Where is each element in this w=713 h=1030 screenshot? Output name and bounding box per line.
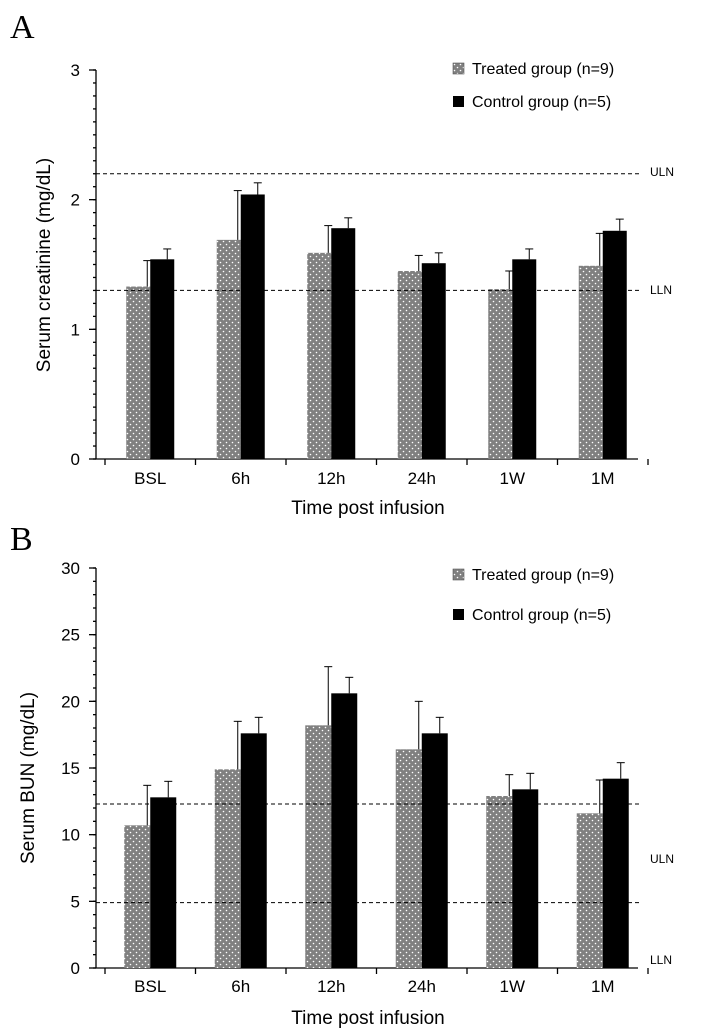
legend-swatch-treated (452, 568, 465, 581)
x-tick-label: 12h (317, 469, 345, 488)
bar-control (602, 778, 629, 968)
bar-treated (126, 286, 151, 459)
panel-letter-b: B (10, 521, 33, 558)
bar-treated (395, 749, 422, 968)
y-axis-title: Serum BUN (mg/dL) (18, 692, 39, 864)
x-tick-label: 6h (231, 469, 250, 488)
bar-control (150, 259, 175, 459)
legend-swatch-control (453, 96, 464, 107)
bar-control (240, 733, 267, 968)
x-tick-label: 6h (231, 977, 250, 996)
bar-treated (214, 769, 241, 968)
bar-treated (488, 289, 513, 459)
bar-control (240, 194, 265, 460)
y-tick-label: 1 (71, 320, 80, 339)
reference-label-lln: LLN (650, 283, 672, 297)
panel-letter-a: A (10, 9, 35, 46)
bar-control (421, 263, 446, 459)
y-tick-label: 2 (71, 191, 80, 210)
chart-panel-a: A 0 1 2 3 BSL 6h 12h 24h 1W 1M Serum creatinine (… (10, 9, 674, 519)
bar-control (331, 228, 356, 459)
legend-swatch-treated (452, 62, 465, 75)
x-tick-label: 1W (500, 977, 526, 996)
y-tick-label: 10 (61, 826, 80, 845)
x-tick-label: 1M (591, 469, 615, 488)
bar-treated (486, 796, 513, 968)
x-tick-label: 24h (408, 469, 436, 488)
x-axis-title: Time post infusion (291, 1008, 444, 1029)
bar-control (421, 733, 448, 968)
y-tick-label: 25 (61, 626, 80, 645)
y-tick-label: 20 (61, 692, 80, 711)
y-tick-label: 0 (71, 959, 80, 978)
legend-label-treated: Treated group (n=9) (472, 567, 614, 584)
bar-control (512, 259, 537, 459)
bar-treated (578, 265, 603, 459)
legend-label-control: Control group (n=5) (472, 607, 611, 624)
legend-label-control: Control group (n=5) (472, 94, 611, 111)
reference-label-uln: ULN (650, 165, 674, 179)
bar-control (331, 693, 358, 968)
y-tick-label: 3 (71, 61, 80, 80)
bar-treated (576, 813, 603, 968)
legend-swatch-control (453, 609, 464, 620)
y-tick-label: 5 (71, 892, 80, 911)
x-tick-label: 1M (591, 977, 615, 996)
bar-treated (216, 239, 241, 459)
x-tick-label: BSL (134, 977, 166, 996)
x-tick-label: BSL (134, 469, 166, 488)
x-tick-label: 1W (500, 469, 526, 488)
legend: Treated group (n=9) Control group (n=5) (452, 567, 614, 624)
x-tick-label: 12h (317, 977, 345, 996)
y-tick-label: 0 (71, 450, 80, 469)
bar-treated (124, 825, 151, 968)
reference-label-uln: ULN (650, 852, 674, 866)
y-tick-label: 15 (61, 759, 80, 778)
bar-control (602, 230, 627, 459)
y-axis-title: Serum creatinine (mg/dL) (34, 158, 55, 372)
bar-control (512, 789, 539, 968)
bar-treated (307, 252, 332, 459)
bar-control (150, 797, 177, 968)
x-axis-title: Time post infusion (291, 498, 444, 519)
reference-label-lln: LLN (650, 953, 672, 967)
y-tick-label: 30 (61, 559, 80, 578)
bar-treated (305, 725, 332, 968)
bar-treated (397, 270, 422, 459)
legend: Treated group (n=9) Control group (n=5) (452, 61, 614, 111)
chart-panel-b: B 0 5 10 15 20 25 30 BSL 6h 12h 24h 1W 1M Serum BUN … (10, 521, 674, 1029)
x-tick-label: 24h (408, 977, 436, 996)
legend-label-treated: Treated group (n=9) (472, 61, 614, 78)
